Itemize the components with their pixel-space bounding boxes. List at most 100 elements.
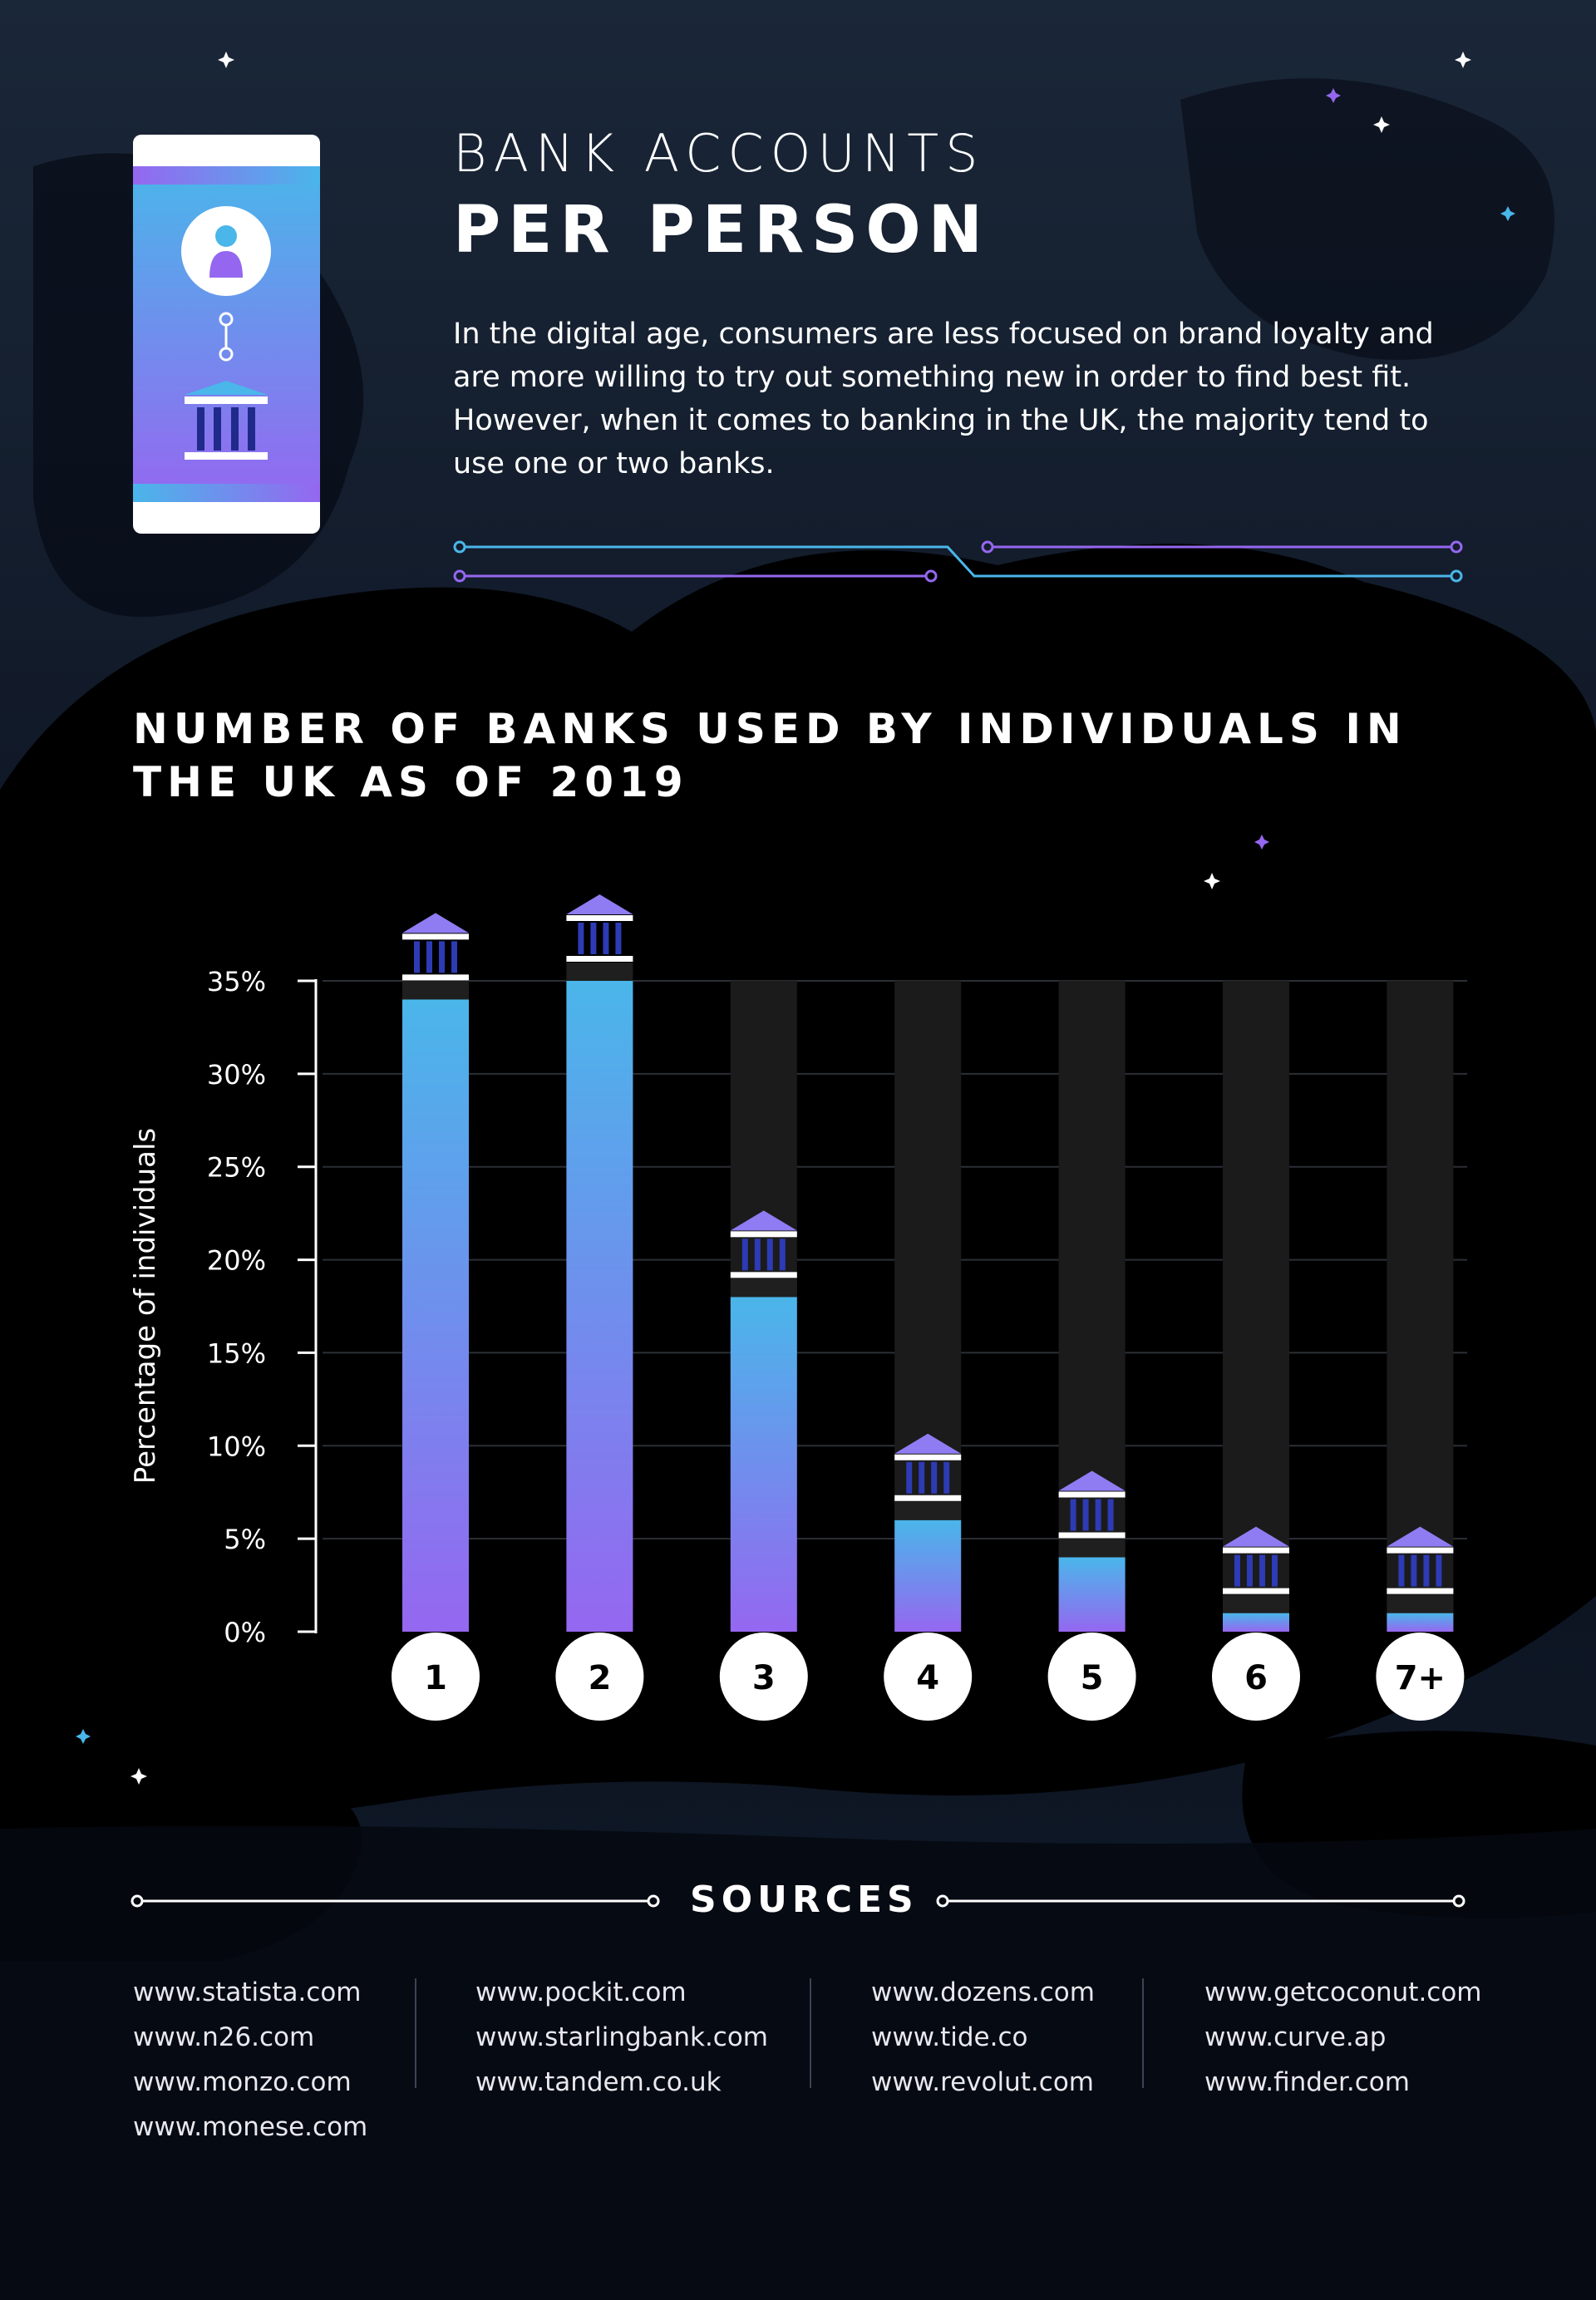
sources-divider	[1142, 1978, 1144, 2088]
bank-icon-column	[590, 923, 597, 954]
bank-icon-base	[1223, 1588, 1289, 1594]
bank-icon-column	[578, 923, 584, 954]
bank-icon-column	[439, 941, 445, 973]
bar-cap	[1223, 1594, 1289, 1613]
category-label: 7+	[1395, 1659, 1446, 1697]
star-icon	[1254, 88, 1341, 850]
bank-icon-column	[1398, 1554, 1405, 1587]
bank-icon-roof-line	[402, 933, 469, 940]
y-tick-label: 35%	[207, 966, 266, 997]
source-link[interactable]: www.statista.com	[133, 1977, 362, 2007]
bar	[402, 999, 469, 1632]
bank-icon-roof-line	[1387, 1547, 1454, 1554]
chart-title: NUMBER OF BANKS USED BY INDIVIDUALS IN T…	[133, 705, 1407, 806]
bank-icon-column	[615, 923, 622, 954]
source-link[interactable]: www.pockit.com	[475, 1977, 687, 2007]
y-tick-label: 0%	[224, 1617, 266, 1648]
bank-icon	[1387, 1526, 1454, 1547]
bank-icon-column	[741, 1239, 748, 1271]
bank-icon-base	[894, 1495, 962, 1501]
bar	[1387, 1613, 1454, 1632]
bank-icon-column	[931, 1461, 938, 1494]
source-link[interactable]: www.revolut.com	[871, 2067, 1094, 2097]
bank-icon-roof-line	[1223, 1547, 1289, 1554]
y-tick-label: 30%	[207, 1059, 266, 1091]
intro-text: In the digital age, consumers are less f…	[453, 318, 1434, 480]
bar	[730, 1297, 797, 1632]
bank-icon-column	[1436, 1554, 1442, 1587]
category-label: 6	[1244, 1659, 1268, 1697]
bar	[894, 1519, 962, 1632]
bank-icon-base	[1387, 1588, 1454, 1594]
y-tick-label: 25%	[207, 1152, 266, 1184]
bank-icon-roof-line	[730, 1231, 797, 1238]
bank-icon-column	[919, 1461, 925, 1494]
bank-icon-column	[603, 923, 609, 954]
source-link[interactable]: www.monzo.com	[133, 2067, 352, 2097]
source-link[interactable]: www.tide.co	[871, 2022, 1028, 2052]
bar-cap	[730, 1278, 797, 1298]
category-label: 3	[752, 1659, 776, 1697]
sources-column-3: www.dozens.com www.tide.co www.revolut.c…	[871, 1970, 1095, 2105]
bank-icon-column	[426, 941, 432, 973]
source-link[interactable]: www.starlingbank.com	[475, 2022, 769, 2052]
bank-icon-roof-line	[566, 915, 633, 921]
y-tick-label: 15%	[207, 1337, 266, 1369]
category-circle	[719, 1633, 808, 1721]
bank-icon	[1058, 1470, 1126, 1491]
bank-icon	[185, 381, 268, 460]
page-title-line1: BANK ACCOUNTS	[453, 123, 985, 184]
bank-icon-base	[402, 974, 469, 981]
bank-icon-column	[1423, 1554, 1430, 1587]
bar-cap	[1387, 1594, 1454, 1613]
category-label: 4	[916, 1659, 939, 1697]
user-icon	[181, 206, 271, 296]
y-tick-label: 5%	[224, 1524, 266, 1555]
bar-cap	[894, 1501, 962, 1520]
category-label: 5	[1081, 1659, 1104, 1697]
source-link[interactable]: www.monese.com	[133, 2112, 368, 2142]
bank-icon	[566, 894, 633, 914]
bar	[566, 981, 633, 1632]
sources-column-1: www.statista.com www.n26.com www.monzo.c…	[133, 1970, 367, 2150]
source-link[interactable]: www.getcoconut.com	[1204, 1977, 1482, 2007]
bank-icon-base	[730, 1272, 797, 1278]
category-circle	[1047, 1633, 1136, 1721]
sources-column-2: www.pockit.com www.starlingbank.com www.…	[475, 1970, 768, 2105]
category-circle	[884, 1633, 973, 1721]
bank-icon-column	[451, 941, 457, 973]
bank-icon-column	[414, 941, 420, 973]
category-circle	[1376, 1633, 1465, 1721]
bank-icon	[1223, 1526, 1289, 1547]
bank-icon-column	[1107, 1499, 1114, 1531]
page-title-line2: PER PERSON	[453, 193, 990, 268]
bar-track	[1058, 981, 1126, 1632]
source-link[interactable]: www.n26.com	[133, 2022, 315, 2052]
category-circle	[555, 1633, 644, 1721]
bar-track	[1387, 981, 1454, 1632]
category-label: 2	[588, 1659, 611, 1697]
y-axis-label: Percentage of individuals	[129, 1127, 162, 1485]
bank-icon-column	[1095, 1499, 1101, 1531]
bar	[1058, 1557, 1126, 1632]
star-icon	[131, 52, 1471, 1785]
bank-icon-column	[766, 1239, 773, 1271]
bank-icon	[402, 913, 469, 933]
sources-decoration	[131, 1894, 1465, 1908]
bank-icon-column	[1247, 1554, 1253, 1587]
sources-divider	[415, 1978, 416, 2088]
bar	[1223, 1613, 1289, 1632]
category-circle	[1212, 1633, 1300, 1721]
bank-icon-column	[1234, 1554, 1240, 1587]
source-link[interactable]: www.finder.com	[1204, 2067, 1410, 2097]
bank-icon-column	[779, 1239, 786, 1271]
bank-icon-roof-line	[894, 1454, 962, 1460]
source-link[interactable]: www.tandem.co.uk	[475, 2067, 722, 2097]
bar-cap	[1058, 1539, 1126, 1558]
bank-icon-column	[1272, 1554, 1278, 1587]
source-link[interactable]: www.curve.ap	[1204, 2022, 1387, 2052]
source-link[interactable]: www.dozens.com	[871, 1977, 1095, 2007]
